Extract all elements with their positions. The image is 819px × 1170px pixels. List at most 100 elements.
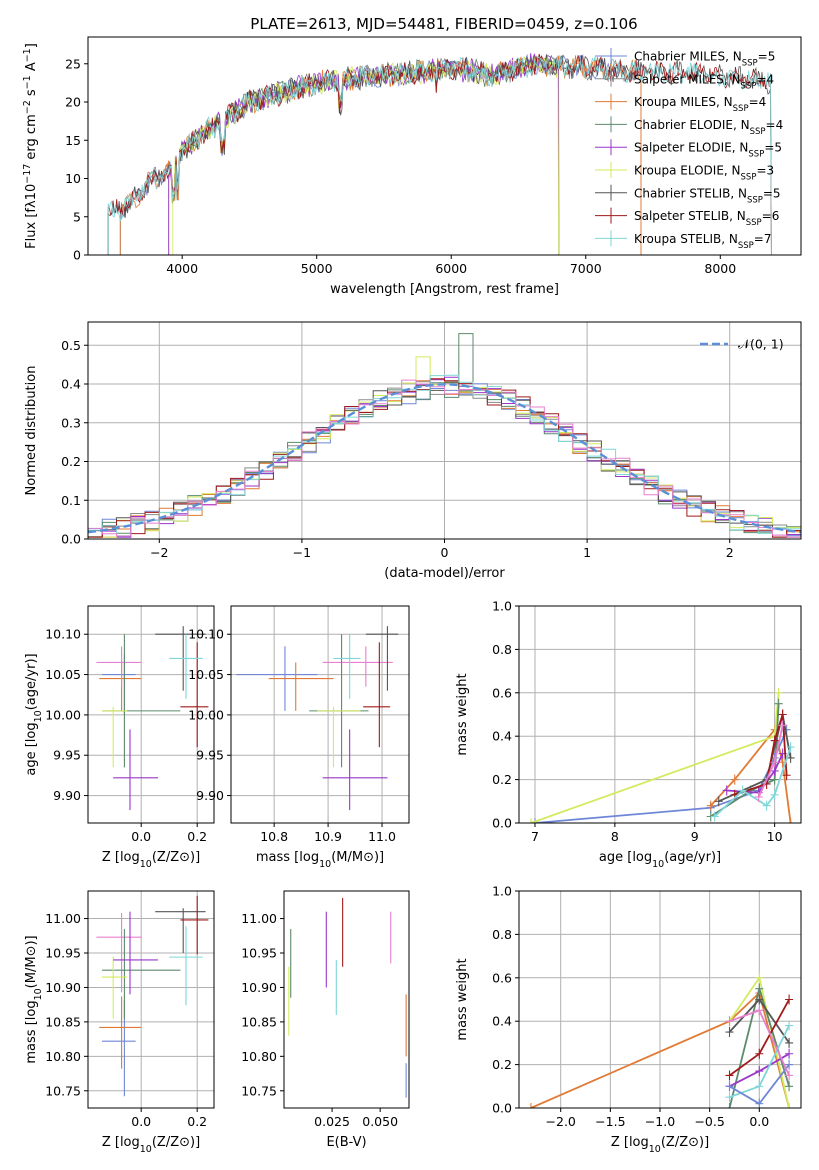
- y-tick-label: 0.4: [492, 729, 512, 744]
- weight-marker: [785, 1070, 794, 1081]
- y-tick-label: 10.85: [45, 1014, 81, 1029]
- weight-marker: [530, 818, 539, 823]
- weight-marker: [725, 1070, 734, 1081]
- histogram-legend: 𝒩(0, 1): [700, 337, 784, 352]
- y-tick-label: 0.8: [492, 642, 512, 657]
- weight-marker: [725, 1092, 734, 1103]
- weight-marker: [785, 1020, 794, 1031]
- legend-entry: Chabrier ELODIE, NSSP=4: [595, 116, 783, 137]
- y-tick-label: 10.95: [45, 946, 81, 961]
- errorbar-point: [113, 729, 158, 811]
- errorbar-point: [322, 646, 393, 687]
- x-axis-label: (data-model)/error: [384, 566, 505, 581]
- y-axis-label: Normed distribution: [24, 366, 39, 496]
- spectrum-legend: Chabrier MILES, NSSP=5 Salpeter MILES, NS…: [595, 48, 783, 251]
- weight-vs-Z-panel: −2.0 −1.5 −1.0 −0.5 0.0 0.0 0.2 0.4 0.6 0.8 1.0 Z […: [455, 884, 802, 1155]
- weight-marker: [770, 757, 779, 768]
- errorbar-point: [102, 654, 136, 715]
- weight-marker: [725, 1081, 734, 1092]
- legend-entry: Chabrier MILES, NSSP=5: [595, 48, 775, 69]
- legend-label: Kroupa MILES, NSSP=4: [634, 95, 766, 114]
- legend-label: Salpeter STELIB, NSSP=6: [634, 209, 779, 228]
- weight-marker: [785, 1037, 794, 1048]
- weight-marker: [770, 774, 779, 785]
- plot-area: [96, 626, 209, 811]
- legend-entry: Salpeter MILES, NSSP=4: [595, 70, 774, 91]
- y-tick-label: 10.05: [188, 667, 224, 682]
- x-tick-label: 10.8: [260, 829, 288, 844]
- weight-marker: [755, 983, 764, 994]
- x-axis-label: Z [log10(Z/Z⊙)]: [102, 1135, 200, 1155]
- weight-marker: [710, 811, 719, 822]
- y-tick-label: 10.00: [188, 707, 224, 722]
- weight-series: [725, 1020, 794, 1103]
- x-tick-label: −2: [150, 545, 168, 560]
- x-axis-label: mass [log10(M/M⊙)]: [256, 850, 384, 870]
- weight-marker: [785, 1048, 794, 1059]
- spectrum-series-line: [107, 53, 772, 255]
- weight-marker: [785, 1081, 794, 1092]
- weight-marker: [526, 818, 535, 823]
- weight-marker: [725, 1016, 734, 1027]
- y-tick-label: 10.85: [241, 1014, 277, 1029]
- x-axis-label: Z [log10(Z/Z⊙)]: [102, 850, 200, 870]
- weight-marker: [785, 1059, 794, 1070]
- legend-label: Salpeter ELODIE, NSSP=5: [634, 141, 782, 160]
- errorbar-point: [363, 642, 391, 748]
- y-tick-label: 11.00: [45, 911, 81, 926]
- y-axis-label: mass weight: [455, 673, 470, 755]
- legend-entry: Salpeter STELIB, NSSP=6: [595, 207, 779, 228]
- y-tick-label: 10.00: [45, 707, 81, 722]
- axes-frame: [87, 321, 802, 540]
- x-tick-label: 0: [441, 545, 449, 560]
- weight-marker: [786, 752, 795, 763]
- y-axis-label: Flux [fλ10−17 erg cm−2 s−1 A−1]: [22, 43, 40, 249]
- weight-marker: [730, 774, 739, 785]
- weight-marker: [755, 1048, 764, 1059]
- x-tick-label: 5000: [301, 261, 333, 276]
- x-tick-label: 9: [691, 829, 699, 844]
- axes-frame: [230, 605, 410, 824]
- x-tick-label: 10.9: [314, 829, 342, 844]
- weight-series: [725, 994, 794, 1048]
- x-tick-label: 0.0: [131, 829, 151, 844]
- y-tick-label: 1.0: [492, 599, 512, 614]
- x-axis-label: E(B-V): [326, 1135, 366, 1150]
- y-tick-label: 0.2: [492, 772, 512, 787]
- weight-line: [530, 692, 780, 823]
- legend-entry: Kroupa MILES, NSSP=4: [595, 93, 766, 114]
- errorbar-point: [268, 662, 334, 711]
- weight-marker: [755, 1005, 764, 1016]
- plot-area: [88, 333, 801, 538]
- plot-area: [288, 897, 407, 1098]
- axes-frame: [87, 605, 215, 824]
- errorbar-point: [322, 729, 388, 811]
- y-tick-label: 1.0: [492, 884, 512, 899]
- age-vs-mass-panel: 10.8 10.9 11.0 9.90 9.95 10.00 10.05 10.10 mass …: [188, 605, 410, 870]
- x-tick-label: −1.0: [645, 1114, 675, 1129]
- weight-marker: [770, 789, 779, 800]
- weight-marker: [725, 1027, 734, 1038]
- y-tick-label: 10.10: [188, 627, 224, 642]
- legend-entry: Salpeter ELODIE, NSSP=5: [595, 139, 782, 160]
- weight-marker: [738, 785, 747, 796]
- y-tick-label: 10.90: [45, 980, 81, 995]
- spectrum-series-line: [107, 54, 772, 255]
- histogram-step: [88, 379, 801, 538]
- plot-area: [526, 687, 795, 823]
- errorbar-point: [102, 928, 181, 1019]
- y-tick-label: 0.2: [61, 454, 81, 469]
- y-tick-label: 9.90: [196, 788, 224, 803]
- errorbar-point: [180, 642, 209, 748]
- y-tick-label: 9.90: [53, 788, 81, 803]
- spectrum-series-line: [107, 54, 772, 255]
- y-axis-label: age [log10(age/yr)]: [24, 653, 44, 775]
- x-axis-label: wavelength [Angstrom, rest frame]: [330, 282, 559, 297]
- spectrum-series-line: [168, 53, 560, 255]
- weight-marker: [755, 1081, 764, 1092]
- weight-marker: [782, 770, 791, 781]
- weight-marker: [774, 698, 783, 709]
- weight-series: [725, 994, 794, 1081]
- weight-marker: [786, 742, 795, 753]
- legend-label: Chabrier STELIB, NSSP=5: [634, 186, 781, 205]
